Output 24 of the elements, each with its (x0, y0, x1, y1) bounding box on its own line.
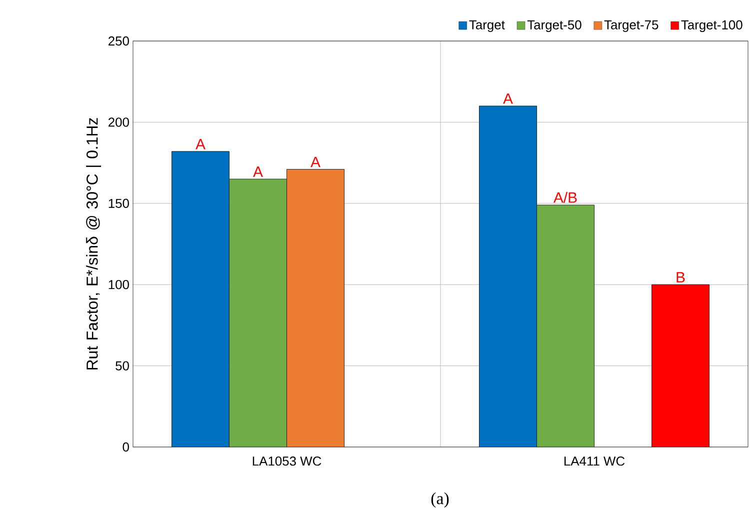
legend-label: Target-100 (681, 20, 742, 32)
bar (479, 106, 537, 447)
y-tick-label: 250 (108, 36, 129, 46)
y-tick-label: 0 (122, 442, 129, 452)
data-label: A (310, 156, 320, 168)
bar (229, 178, 287, 447)
y-axis-title: Rut Factor, E*/sinδ @ 30°C | 0.1Hz (86, 118, 102, 370)
data-label: A (503, 93, 513, 104)
data-label: B (676, 272, 685, 282)
data-label: A (253, 166, 263, 177)
y-tick-label: 200 (108, 118, 129, 127)
text: (a) (431, 492, 449, 508)
data-label: A/B (553, 192, 577, 203)
y-tick-label: 100 (108, 280, 129, 290)
legend-label: Target-75 (604, 20, 658, 32)
data-label: A (196, 138, 206, 150)
y-tick-label: 50 (116, 361, 129, 370)
bar (172, 151, 230, 447)
legend-label: Target-50 (527, 20, 582, 32)
x-tick-label: LA411 WC (564, 456, 625, 466)
x-tick-label: LA1053 WC (252, 456, 322, 466)
bar (536, 204, 594, 447)
legend-label: Target (469, 20, 505, 32)
y-tick-label: 150 (108, 198, 129, 208)
